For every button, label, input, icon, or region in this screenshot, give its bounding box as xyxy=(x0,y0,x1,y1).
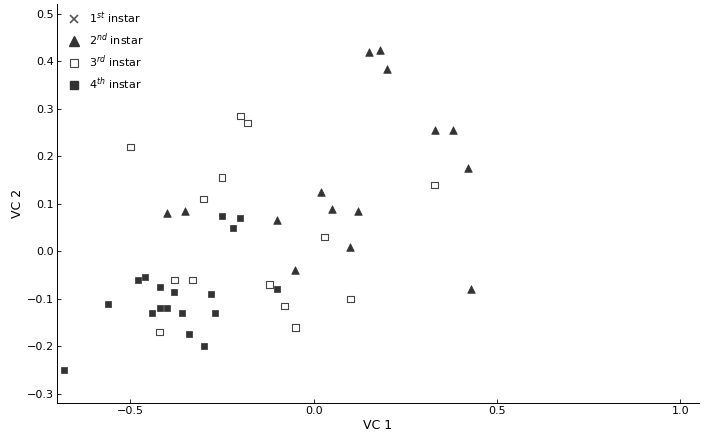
4$^{th}$ instar xyxy=(154,283,165,290)
3$^{rd}$ instar xyxy=(319,233,330,241)
1$^{st}$ instar xyxy=(587,331,598,338)
2$^{nd}$ instar xyxy=(374,46,386,53)
4$^{th}$ instar xyxy=(132,276,143,284)
1$^{st}$ instar xyxy=(627,345,638,352)
4$^{th}$ instar xyxy=(183,331,195,338)
4$^{th}$ instar xyxy=(198,343,210,350)
3$^{rd}$ instar xyxy=(235,112,246,120)
3$^{rd}$ instar xyxy=(154,328,165,336)
3$^{rd}$ instar xyxy=(187,276,198,284)
3$^{rd}$ instar xyxy=(169,276,180,284)
3$^{rd}$ instar xyxy=(216,174,227,181)
1$^{st}$ instar xyxy=(609,312,620,319)
4$^{th}$ instar xyxy=(161,305,173,312)
2$^{nd}$ instar xyxy=(363,48,374,56)
3$^{rd}$ instar xyxy=(429,181,441,189)
2$^{nd}$ instar xyxy=(289,267,301,274)
3$^{rd}$ instar xyxy=(279,302,290,310)
2$^{nd}$ instar xyxy=(344,243,356,250)
X-axis label: VC 1: VC 1 xyxy=(364,419,392,432)
3$^{rd}$ instar xyxy=(289,323,301,331)
2$^{nd}$ instar xyxy=(327,205,338,212)
4$^{th}$ instar xyxy=(216,212,227,219)
2$^{nd}$ instar xyxy=(429,127,441,134)
4$^{th}$ instar xyxy=(209,310,220,317)
4$^{th}$ instar xyxy=(147,310,158,317)
3$^{rd}$ instar xyxy=(264,281,275,288)
Y-axis label: VC 2: VC 2 xyxy=(11,189,24,219)
4$^{th}$ instar xyxy=(139,274,150,281)
1$^{st}$ instar xyxy=(535,250,547,257)
4$^{th}$ instar xyxy=(205,290,217,297)
4$^{th}$ instar xyxy=(169,288,180,295)
3$^{rd}$ instar xyxy=(125,143,136,151)
2$^{nd}$ instar xyxy=(352,207,364,215)
2$^{nd}$ instar xyxy=(161,210,173,217)
3$^{rd}$ instar xyxy=(198,195,210,202)
2$^{nd}$ instar xyxy=(381,65,393,72)
1$^{st}$ instar xyxy=(597,345,609,352)
2$^{nd}$ instar xyxy=(447,127,458,134)
4$^{th}$ instar xyxy=(154,305,165,312)
3$^{rd}$ instar xyxy=(344,295,356,302)
2$^{nd}$ instar xyxy=(462,165,473,172)
2$^{nd}$ instar xyxy=(180,207,191,215)
2$^{nd}$ instar xyxy=(315,189,327,196)
Legend: 1$^{st}$ instar, 2$^{nd}$ instar, 3$^{rd}$ instar, 4$^{th}$ instar: 1$^{st}$ instar, 2$^{nd}$ instar, 3$^{rd… xyxy=(61,8,146,95)
1$^{st}$ instar xyxy=(575,302,587,310)
4$^{th}$ instar xyxy=(103,300,114,307)
1$^{st}$ instar xyxy=(620,331,631,338)
4$^{th}$ instar xyxy=(176,310,188,317)
4$^{th}$ instar xyxy=(235,215,246,222)
3$^{rd}$ instar xyxy=(242,120,253,127)
4$^{th}$ instar xyxy=(227,224,239,231)
2$^{nd}$ instar xyxy=(466,286,477,293)
4$^{th}$ instar xyxy=(58,366,70,374)
4$^{th}$ instar xyxy=(272,286,283,293)
1$^{st}$ instar xyxy=(657,343,668,350)
1$^{st}$ instar xyxy=(645,281,657,288)
2$^{nd}$ instar xyxy=(272,216,283,223)
1$^{st}$ instar xyxy=(638,238,650,246)
